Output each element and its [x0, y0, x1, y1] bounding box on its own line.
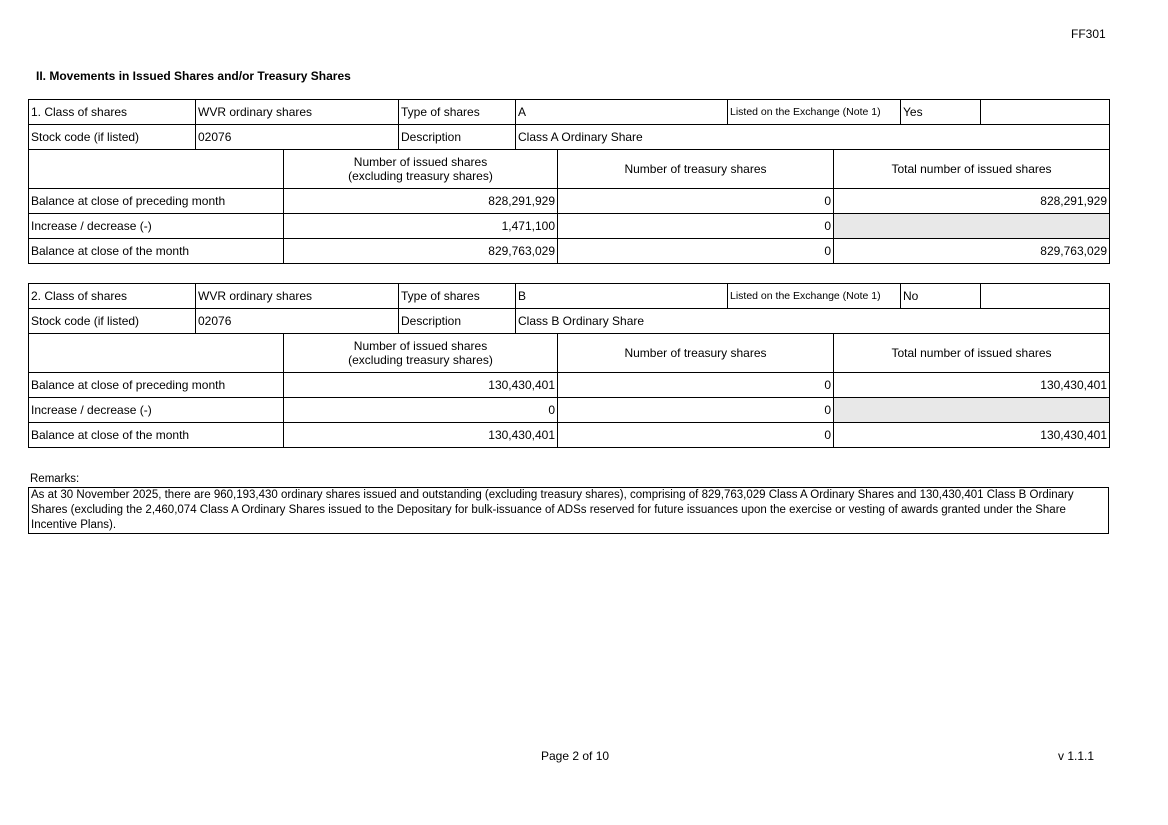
issued-value: 130,430,401	[283, 422, 558, 448]
header-treasury: Number of treasury shares	[557, 149, 834, 189]
issued-value: 130,430,401	[283, 372, 558, 398]
listed-value: Yes	[900, 99, 981, 125]
row-label: Balance at close of the month	[28, 238, 284, 264]
page-number: Page 2 of 10	[541, 749, 610, 763]
type-label: Type of shares	[398, 283, 516, 309]
table-row: Balance at close of the month 829,763,029…	[28, 238, 1110, 264]
treasury-value: 0	[557, 213, 834, 239]
blank-cell	[980, 283, 1110, 309]
class-info-table: 1. Class of shares WVR ordinary shares Typ…	[28, 99, 1110, 150]
type-label: Type of shares	[398, 99, 516, 125]
table-row: Increase / decrease (-) 0 0	[28, 397, 1110, 423]
class-label: 1. Class of shares	[28, 99, 196, 125]
total-value	[833, 397, 1110, 423]
issued-value: 828,291,929	[283, 188, 558, 214]
description-value: Class B Ordinary Share	[515, 308, 1110, 334]
description-label: Description	[398, 124, 516, 150]
class-info-table: 2. Class of shares WVR ordinary shares Typ…	[28, 283, 1110, 334]
description-label: Description	[398, 308, 516, 334]
table-row: Increase / decrease (-) 1,471,100 0	[28, 213, 1110, 239]
description-value: Class A Ordinary Share	[515, 124, 1110, 150]
row-label: Balance at close of the month	[28, 422, 284, 448]
header-issued-text: Number of issued shares	[353, 155, 488, 169]
section-title: II. Movements in Issued Shares and/or Tr…	[36, 69, 351, 83]
row-label: Balance at close of preceding month	[28, 188, 284, 214]
class-value: WVR ordinary shares	[195, 283, 399, 309]
header-issued-text: Number of issued shares	[353, 339, 488, 353]
total-value: 828,291,929	[833, 188, 1110, 214]
class-label: 2. Class of shares	[28, 283, 196, 309]
treasury-value: 0	[557, 188, 834, 214]
header-total: Total number of issued shares	[833, 149, 1110, 189]
table-row: Balance at close of preceding month 130,4…	[28, 372, 1110, 398]
blank-cell	[980, 99, 1110, 125]
movements-table: Number of issued shares (excluding treasu…	[28, 149, 1110, 264]
listed-value: No	[900, 283, 981, 309]
stock-code-value: 02076	[195, 308, 399, 334]
treasury-value: 0	[557, 397, 834, 423]
stock-code-label: Stock code (if listed)	[28, 308, 196, 334]
table-row: Balance at close of the month 130,430,401…	[28, 422, 1110, 448]
row-label: Increase / decrease (-)	[28, 397, 284, 423]
total-value	[833, 213, 1110, 239]
header-issued: Number of issued shares (excluding treasu…	[283, 333, 558, 373]
type-value: B	[515, 283, 728, 309]
stock-code-value: 02076	[195, 124, 399, 150]
total-value: 130,430,401	[833, 422, 1110, 448]
total-value: 130,430,401	[833, 372, 1110, 398]
type-value: A	[515, 99, 728, 125]
header-total: Total number of issued shares	[833, 333, 1110, 373]
row-label: Increase / decrease (-)	[28, 213, 284, 239]
remarks-text: As at 30 November 2025, there are 960,19…	[28, 487, 1109, 534]
header-issued: Number of issued shares (excluding treasu…	[283, 149, 558, 189]
treasury-value: 0	[557, 422, 834, 448]
header-issued-subtext: (excluding treasury shares)	[348, 353, 493, 367]
table-row: Balance at close of preceding month 828,2…	[28, 188, 1110, 214]
row-label: Balance at close of preceding month	[28, 372, 284, 398]
movements-table: Number of issued shares (excluding treasu…	[28, 333, 1110, 448]
header-issued-subtext: (excluding treasury shares)	[348, 169, 493, 183]
treasury-value: 0	[557, 372, 834, 398]
issued-value: 0	[283, 397, 558, 423]
stock-code-label: Stock code (if listed)	[28, 124, 196, 150]
listed-label: Listed on the Exchange (Note 1)	[727, 283, 901, 309]
remarks-label: Remarks:	[30, 473, 80, 485]
total-value: 829,763,029	[833, 238, 1110, 264]
listed-label: Listed on the Exchange (Note 1)	[727, 99, 901, 125]
version: v 1.1.1	[1058, 749, 1095, 763]
blank-header	[28, 149, 284, 189]
treasury-value: 0	[557, 238, 834, 264]
class-value: WVR ordinary shares	[195, 99, 399, 125]
form-code: FF301	[1071, 27, 1106, 41]
blank-header	[28, 333, 284, 373]
issued-value: 829,763,029	[283, 238, 558, 264]
issued-value: 1,471,100	[283, 213, 558, 239]
header-treasury: Number of treasury shares	[557, 333, 834, 373]
